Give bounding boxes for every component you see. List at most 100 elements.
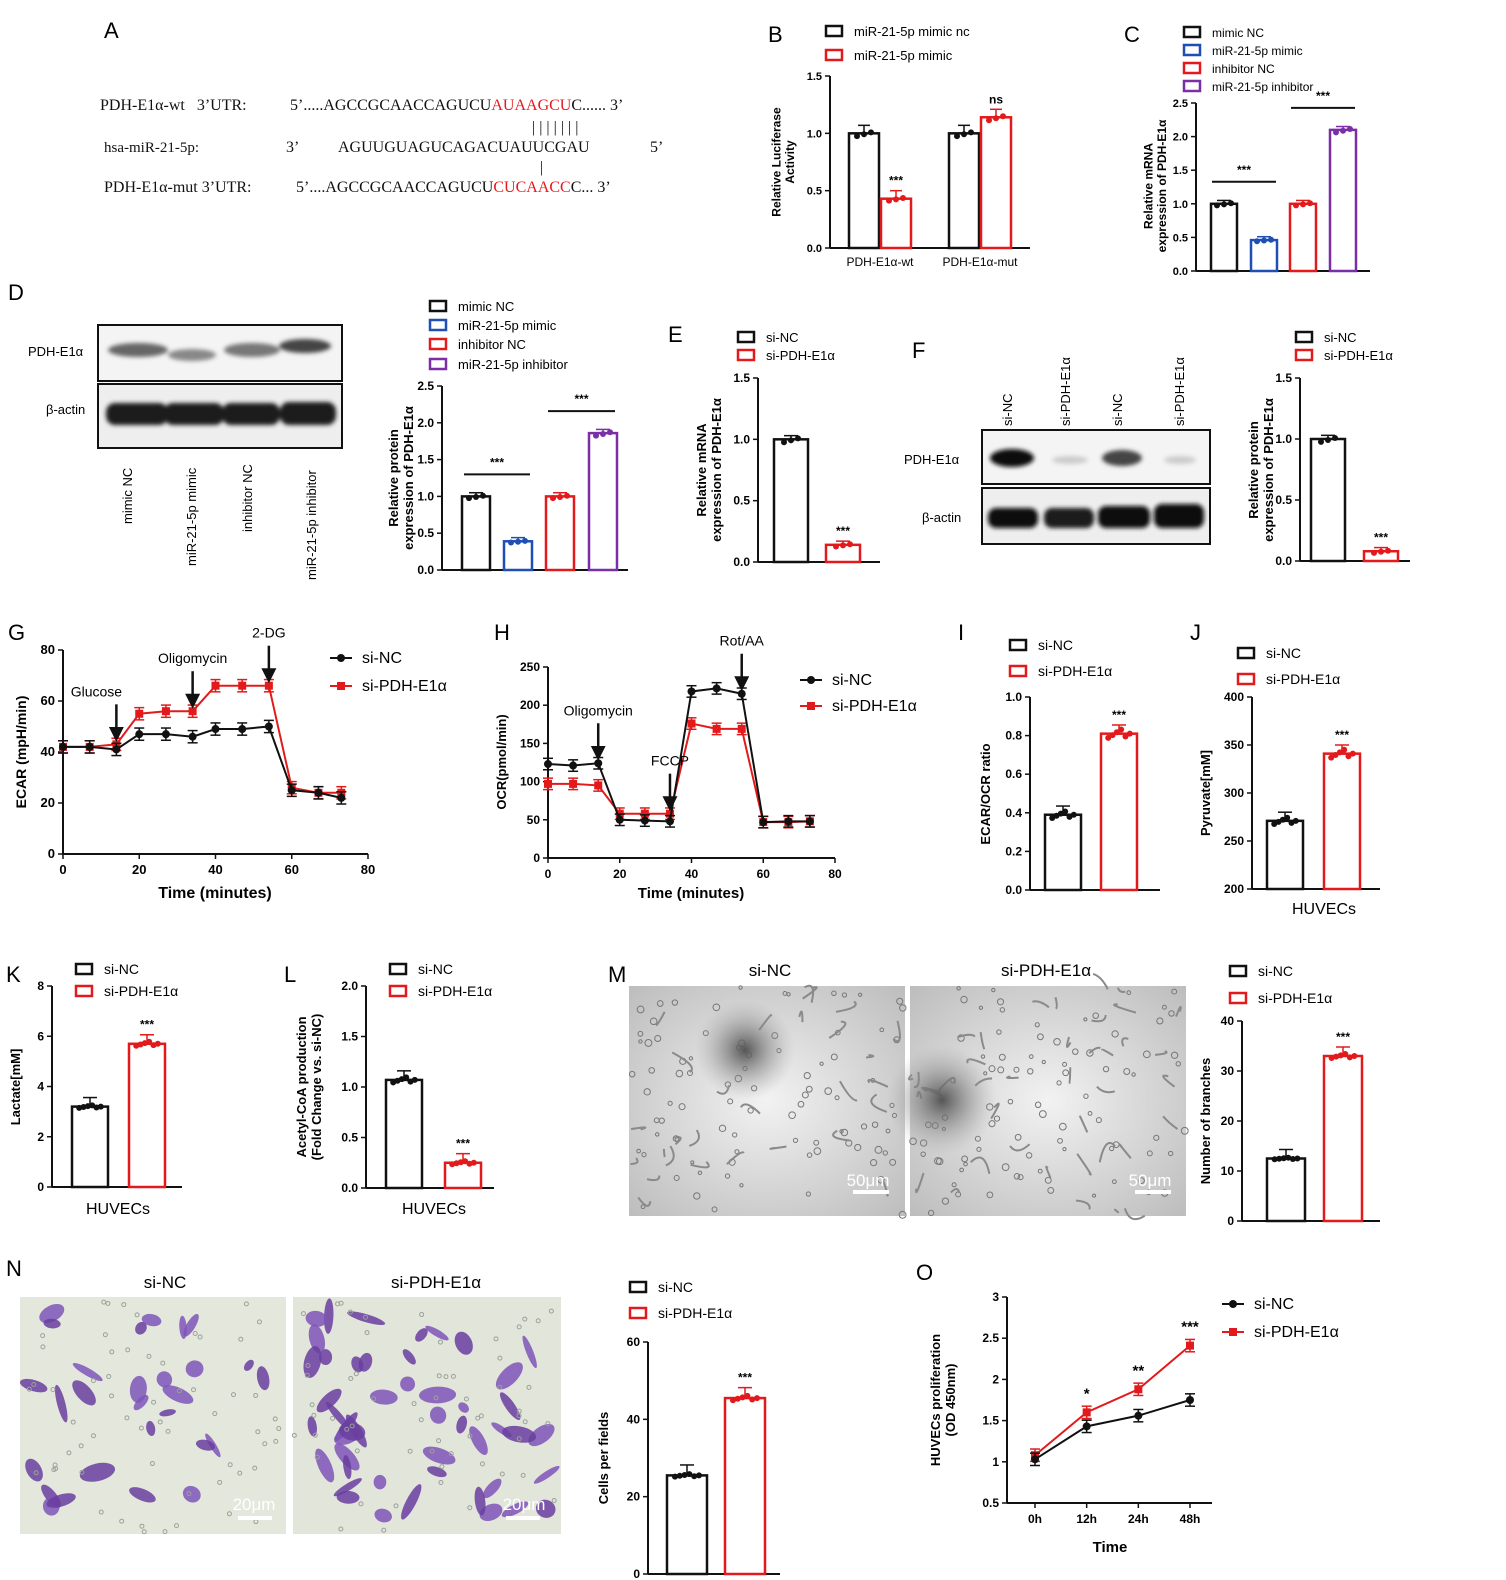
legend-N-swatch-1 <box>628 1306 648 1320</box>
micro-M-tube-0-25 <box>828 1020 847 1039</box>
micro-M-cell-1-53 <box>988 1065 996 1073</box>
micro-M-cell-1-43 <box>1168 1010 1175 1017</box>
micro-N-pore-1-39 <box>467 1433 473 1439</box>
tick-label-H-x-0: 0 <box>545 867 552 881</box>
micro-M-cell-0-22 <box>724 1173 731 1179</box>
micro-N-pore-0-24 <box>238 1336 244 1342</box>
tick-label-B-y-3: 1.5 <box>807 71 822 83</box>
micro-M-cell-0-18 <box>686 1069 694 1077</box>
point-G-0-7 <box>238 725 247 734</box>
bar-K-1 <box>127 1042 167 1189</box>
micro-N-pore-0-26 <box>255 1429 261 1435</box>
dot-C-2-2 <box>1307 200 1313 207</box>
axis-O-xlabel: Time <box>1093 1539 1128 1556</box>
tick-label-M-y-4: 40 <box>1221 1014 1235 1028</box>
band-F-pdh-4 <box>1164 456 1196 464</box>
dot-E-0-2 <box>795 435 801 442</box>
point-O-0-3 <box>1186 1396 1194 1404</box>
micro-N-pore-1-57 <box>437 1339 443 1345</box>
micro-N-pore-1-38 <box>497 1355 503 1361</box>
mir-5p: 5’ <box>650 139 663 156</box>
annotation-E-0: *** <box>836 524 850 538</box>
dot-M-0-2 <box>1280 1155 1287 1162</box>
micro-N-pore-0-14 <box>192 1331 198 1337</box>
dot-D-2-2 <box>564 492 570 499</box>
dot-B-1-0-1 <box>961 131 967 138</box>
tick-label-E-y-3: 1.5 <box>733 371 750 385</box>
micro-N-cell-0-20 <box>141 1313 162 1327</box>
micro-N-pore-1-0 <box>522 1419 528 1425</box>
micro-M-cell-0-28 <box>899 1004 907 1012</box>
micro-M-cell-0-74 <box>803 1071 811 1080</box>
micro-M-tube-1-21 <box>1096 1086 1116 1094</box>
axis-B-ylabel-line1: Relative Luciferase <box>769 107 783 217</box>
micro-M-cell-1-84 <box>1072 1048 1079 1055</box>
dot-D-0-2 <box>480 492 486 499</box>
micro-M-cell-1-2 <box>1057 1137 1063 1144</box>
legend-D-label-2: inhibitor NC <box>458 337 526 352</box>
legend-O-marker-1 <box>1229 1328 1237 1336</box>
micro-M-tube-1-13 <box>1068 1067 1072 1085</box>
dot-C-0-2 <box>1228 200 1234 207</box>
legend-G-label-1: si-PDH-E1α <box>362 678 447 695</box>
micro-N-pore-1-35 <box>393 1503 399 1509</box>
annotation-O-2: *** <box>1181 1319 1199 1336</box>
micro-N-cell-1-27 <box>316 1388 342 1413</box>
panel-label-O: O <box>916 1260 933 1285</box>
micro-N-pore-1-30 <box>448 1451 454 1457</box>
micro-M-cell-1-48 <box>1056 1080 1062 1086</box>
axis-J-ylabel: Pyruvate[mM] <box>1198 750 1213 836</box>
micro-M-tube-1-30 <box>1065 1036 1072 1048</box>
dot-D-3-1 <box>600 430 606 437</box>
axis-L-ylabel: Acetyl-CoA production(Fold Change vs. si… <box>294 1014 324 1161</box>
micro-N-pore-1-19 <box>291 1432 297 1438</box>
micro-M-cell-1-24 <box>1044 1176 1052 1184</box>
micro-N-cell-1-35 <box>499 1392 521 1421</box>
dot-K-1-5 <box>154 1040 161 1047</box>
dot-E-1-0 <box>833 543 839 550</box>
micro-M-cell-0-35 <box>734 1149 740 1155</box>
micro-M-tube-1-1 <box>1088 1046 1101 1054</box>
legend-D-swatch-2 <box>428 337 448 351</box>
micro-N-pore-0-58 <box>237 1470 243 1476</box>
micro-N-pore-1-42 <box>349 1423 355 1429</box>
band-D-actin-3 <box>222 403 280 425</box>
micro-M-cell-0-50 <box>854 1143 862 1152</box>
panel-label-A: A <box>104 18 119 43</box>
micro-M-cell-0-39 <box>896 997 904 1005</box>
micro-N-pore-1-21 <box>407 1448 413 1454</box>
micro-N-cell-0-12 <box>79 1462 116 1482</box>
axis-C-ylabel-line2: expression of PDH-E1α <box>1155 119 1169 252</box>
dot-B-0-1-2 <box>900 195 906 202</box>
micro-N-cell-1-3 <box>458 1402 469 1413</box>
micro-N-cell-1-29 <box>343 1454 352 1480</box>
micro-M-cell-1-89 <box>1028 1054 1034 1059</box>
micro-M-tube-1-33 <box>1092 972 1109 990</box>
micro-N-pore-0-49 <box>102 1332 108 1338</box>
micro-M-cell-1-40 <box>1062 1069 1070 1077</box>
panel-label-C: C <box>1124 22 1140 47</box>
micro-N-cell-1-8 <box>469 1426 488 1455</box>
micro-N-cell-1-40 <box>400 1376 416 1392</box>
tick-label-N-y-3: 60 <box>627 1335 641 1349</box>
tick-label-H-y-1: 50 <box>527 813 541 827</box>
legend-K-swatch-1 <box>74 984 94 998</box>
micro-M-tube-0-21 <box>832 1129 850 1142</box>
micro-M-cell-0-11 <box>739 1183 744 1188</box>
band-D-pdh-4 <box>279 339 331 353</box>
point-H-1-2 <box>594 781 603 790</box>
micro-N-pore-1-23 <box>548 1308 554 1314</box>
arrow-label-H-2: Rot/AA <box>720 633 765 649</box>
point-H-1-8 <box>737 724 746 733</box>
dot-C-1-2 <box>1268 236 1274 243</box>
micro-M-cell-1-28 <box>996 1029 1002 1035</box>
micro-N-cell-0-6 <box>156 1371 173 1388</box>
micro-N-pore-0-54 <box>273 1438 279 1444</box>
bar-B-1-0 <box>947 132 981 250</box>
micro-M-cell-0-54 <box>656 1000 664 1007</box>
tick-label-E-y-0: 0.0 <box>733 555 750 569</box>
tick-label-G-y-4: 80 <box>41 642 55 657</box>
bar-D-1 <box>502 540 534 572</box>
blot-D-lane-2: miR-21-5p mimic <box>184 467 199 566</box>
micro-M-cell-0-7 <box>841 992 848 998</box>
